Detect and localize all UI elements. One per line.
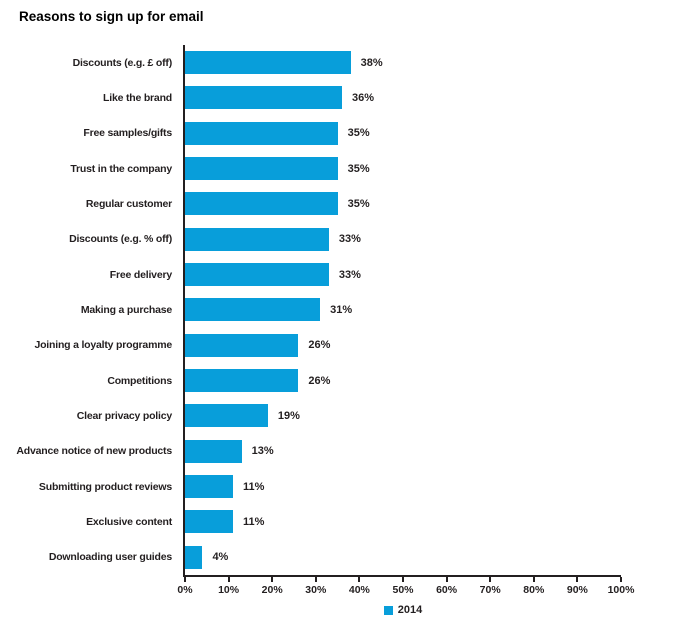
- bar-2014: [185, 475, 233, 499]
- bar-2014: [185, 298, 321, 322]
- bar-2014: [185, 369, 299, 393]
- x-axis-tick-label: 40%: [348, 584, 370, 596]
- category-label: Free delivery: [109, 268, 172, 281]
- bar-2014: [185, 86, 342, 110]
- category-label: Regular customer: [85, 197, 172, 210]
- bar-2014: [185, 263, 329, 287]
- bar-2014: [185, 121, 338, 145]
- plot-area: 38% 36% 35% 35% 35% 33% 33% 31% 26% 26% 19% 13% 11% 1…: [183, 45, 621, 575]
- x-axis-tick: [358, 577, 361, 582]
- category-label: Submitting product reviews: [38, 480, 172, 493]
- x-axis-tick-label: 10%: [218, 584, 240, 596]
- bar-row: 26%: [185, 363, 621, 398]
- bar-row: 11%: [185, 504, 621, 539]
- category-label: Like the brand: [103, 91, 172, 104]
- category-labels: Discounts (e.g. £ off) Like the brand Free…: [0, 45, 178, 575]
- x-axis-tick: [227, 577, 230, 582]
- bar-row: 35%: [185, 151, 621, 186]
- category-label: Making a purchase: [80, 303, 172, 316]
- x-axis-line: [183, 575, 621, 577]
- value-label: 31%: [330, 303, 353, 316]
- bar-2014: [185, 333, 299, 357]
- x-axis-tick-label: 0%: [177, 584, 193, 596]
- bar-row: 35%: [185, 186, 621, 221]
- value-label: 35%: [347, 162, 370, 175]
- bar-2014: [185, 157, 338, 181]
- value-label: 35%: [347, 127, 370, 140]
- value-label: 11%: [242, 515, 265, 528]
- bar-row: 33%: [185, 222, 621, 257]
- legend-swatch-2014: [383, 606, 393, 615]
- bar-row: 26%: [185, 328, 621, 363]
- value-label: 36%: [351, 91, 374, 104]
- x-axis-tick-labels: 0% 10% 20% 30% 40% 50% 60% 70% 80% 90% 100%: [177, 584, 634, 598]
- x-axis-tick-label: 70%: [479, 584, 501, 596]
- value-label: 11%: [242, 480, 265, 493]
- category-label: Advance notice of new products: [16, 445, 172, 458]
- x-axis-tick: [314, 577, 317, 582]
- category-label: Competitions: [107, 374, 172, 387]
- bar-row: 13%: [185, 434, 621, 469]
- bar-row: 11%: [185, 469, 621, 504]
- value-label: 33%: [338, 268, 361, 281]
- x-axis-ticks: [184, 577, 622, 582]
- x-axis-tick-label: 30%: [305, 584, 327, 596]
- bar-row: 19%: [185, 398, 621, 433]
- value-label: 38%: [360, 56, 383, 69]
- category-label: Discounts (e.g. % off): [69, 233, 172, 246]
- bar-2014: [185, 51, 351, 75]
- x-axis-tick: [445, 577, 448, 582]
- bar-2014: [185, 545, 203, 569]
- category-label: Exclusive content: [86, 515, 172, 528]
- x-axis-tick-label: 20%: [261, 584, 283, 596]
- value-label: 19%: [277, 409, 300, 422]
- x-axis-tick-label: 60%: [436, 584, 458, 596]
- bar-row: 33%: [185, 257, 621, 292]
- x-axis-tick-label: 90%: [566, 584, 588, 596]
- x-axis-tick: [184, 577, 186, 582]
- value-label: 13%: [251, 445, 274, 458]
- category-label: Joining a loyalty programme: [34, 339, 172, 352]
- bar-2014: [185, 510, 233, 534]
- chart-title: Reasons to sign up for email: [19, 9, 204, 24]
- x-axis-tick-label: 80%: [523, 584, 545, 596]
- x-axis-tick: [620, 577, 622, 582]
- bar-row: 4%: [185, 540, 621, 575]
- category-label: Downloading user guides: [48, 551, 172, 564]
- bar-2014: [185, 227, 329, 251]
- bar-row: 31%: [185, 292, 621, 327]
- category-label: Clear privacy policy: [76, 409, 172, 422]
- legend: 2014: [185, 604, 621, 616]
- bar-row: 38%: [185, 45, 621, 80]
- value-label: 26%: [308, 374, 331, 387]
- category-label: Trust in the company: [70, 162, 172, 175]
- bar-row: 35%: [185, 116, 621, 151]
- x-axis-tick: [576, 577, 579, 582]
- value-label: 33%: [338, 233, 361, 246]
- category-label: Free samples/gifts: [83, 127, 172, 140]
- x-axis-tick-label: 50%: [392, 584, 414, 596]
- value-label: 35%: [347, 197, 370, 210]
- value-label: 26%: [308, 339, 331, 352]
- x-axis-tick: [489, 577, 492, 582]
- bar-2014: [185, 192, 338, 216]
- x-axis-tick: [402, 577, 404, 582]
- bar-row: 36%: [185, 80, 621, 115]
- value-label: 4%: [212, 551, 229, 564]
- bar-2014: [185, 404, 268, 428]
- bar-2014: [185, 439, 242, 463]
- x-axis-tick: [532, 577, 535, 582]
- x-axis-tick-label: 100%: [607, 584, 635, 596]
- category-label: Discounts (e.g. £ off): [72, 56, 173, 69]
- legend-label: 2014: [397, 604, 423, 616]
- x-axis-tick: [271, 577, 274, 582]
